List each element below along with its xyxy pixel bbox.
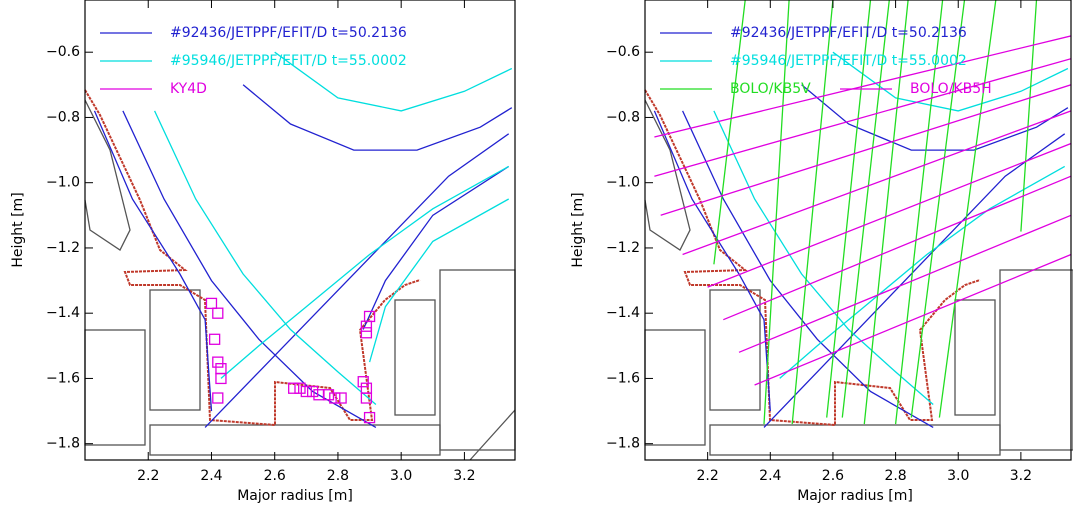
marker: [360, 392, 373, 404]
marker: [215, 372, 227, 385]
y-tick-label: −0.8: [46, 109, 80, 125]
legend-label: #95946/JETPPF/EFIT/D t=55.0002: [170, 53, 407, 69]
x-tick-label: 2.2: [697, 468, 719, 484]
y-tick-label: −1.8: [46, 436, 80, 452]
series-line: [713, 0, 1038, 425]
x-tick-label: 3.2: [1010, 468, 1032, 484]
y-tick-label: −1.6: [46, 370, 80, 386]
marker: [294, 382, 306, 394]
marker: [329, 392, 341, 404]
vessel-right: [644, 89, 1073, 456]
marker: [215, 363, 227, 375]
x-tick-label: 3.0: [947, 468, 969, 484]
x-tick-label: 2.4: [759, 468, 781, 484]
x-tick-label: 2.8: [327, 468, 349, 484]
plot-area: [653, 0, 1071, 428]
y-tick-label: −0.8: [606, 109, 640, 125]
y-tick-label: −1.0: [606, 175, 640, 191]
series-line: [154, 51, 513, 405]
marker: [208, 333, 221, 345]
y-axis-label: Height [m]: [10, 192, 26, 267]
plot-frame: [84, 0, 516, 461]
y-tick-label: −1.4: [606, 305, 640, 321]
marker: [306, 385, 319, 398]
x-axis-label: Major radius [m]: [237, 488, 353, 504]
marker: [360, 327, 373, 339]
x-tick-label: 2.2: [137, 468, 159, 484]
legend-label: #95946/JETPPF/EFIT/D t=55.0002: [730, 53, 967, 69]
y-tick-label: −1.0: [46, 175, 80, 191]
legend-label: BOLO/KB5H: [910, 81, 992, 97]
y-tick-label: −0.6: [46, 44, 80, 60]
marker: [212, 392, 224, 404]
series-line: [93, 84, 513, 428]
legend-label: #92436/JETPPF/EFIT/D t=50.2136: [170, 25, 407, 41]
y-tick-label: −0.6: [606, 44, 640, 60]
vessel-drawing: [84, 89, 1073, 461]
plot-area: [93, 51, 513, 428]
marker: [363, 411, 376, 424]
marker: [360, 320, 373, 332]
y-tick-label: −1.2: [606, 240, 640, 256]
marker: [212, 356, 224, 368]
y-tick-label: −1.8: [606, 436, 640, 452]
marker: [300, 385, 312, 398]
series-line: [713, 51, 1069, 405]
x-tick-label: 2.6: [822, 468, 844, 484]
x-axis-label: Major radius [m]: [797, 488, 913, 504]
x-tick-label: 3.2: [453, 468, 475, 484]
x-tick-label: 2.6: [264, 468, 286, 484]
plot-frame: [644, 0, 1072, 461]
chart-panel: 2.2 2.4 2.6 2.8 3.0 3.2 −0.6 −0.8 −1.0 −1.2 −1.4 −1…: [10, 0, 516, 504]
marker: [288, 382, 300, 394]
y-tick-label: −1.6: [606, 370, 640, 386]
x-tick-label: 2.8: [884, 468, 906, 484]
marker: [335, 392, 347, 404]
marker: [357, 376, 369, 388]
legend-label: BOLO/KB5V: [730, 81, 811, 97]
x-tick-label: 2.4: [200, 468, 222, 484]
y-axis-label: Height [m]: [570, 192, 586, 267]
legend-label: KY4D: [170, 81, 207, 97]
chart-panel: 2.2 2.4 2.6 2.8 3.0 3.2 −0.6 −0.8 −1.0 −1.2 −1.4 −1…: [570, 0, 1072, 504]
marker: [212, 307, 224, 319]
x-tick-label: 3.0: [390, 468, 412, 484]
y-tick-label: −1.2: [46, 240, 80, 256]
legend-label: #92436/JETPPF/EFIT/D t=50.2136: [730, 25, 967, 41]
series-line: [654, 35, 1071, 386]
marker: [205, 297, 218, 310]
series-line: [653, 84, 1069, 428]
marker: [322, 389, 335, 401]
vessel-left: [84, 89, 516, 461]
y-tick-label: −1.4: [46, 305, 80, 321]
